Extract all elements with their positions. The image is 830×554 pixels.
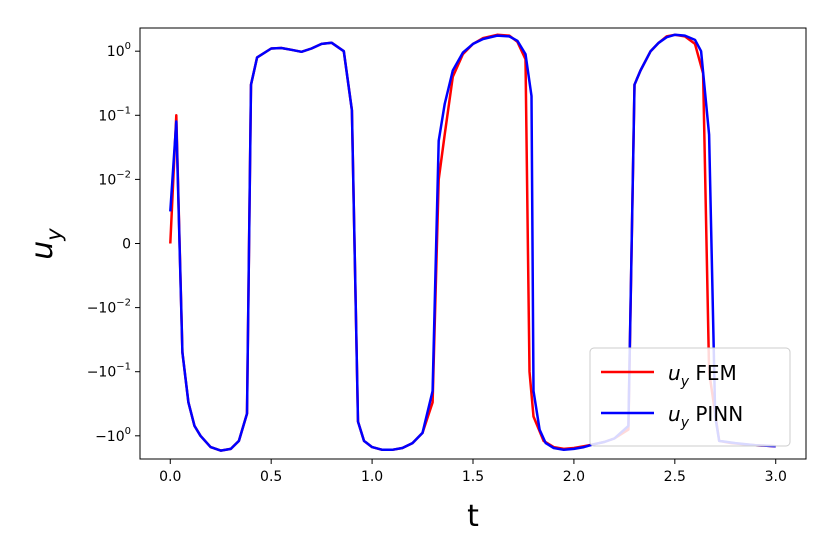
lines-layer [169, 33, 776, 452]
legend-label-pinn: uy PINN [668, 402, 743, 431]
x-tick-label: 0.5 [260, 469, 282, 485]
y-axis-label: uy [25, 228, 66, 260]
y-tick-label: −100 [95, 426, 131, 445]
y-ticks: 100 10−1 10−2 0 −10−2 −10−1 −100 [87, 41, 140, 445]
y-tick-label: −10−1 [87, 362, 131, 381]
x-axis-label: t [467, 499, 479, 534]
legend: uy FEM uy PINN [589, 347, 791, 447]
y-tick-label: 100 [107, 41, 131, 60]
plot-area [139, 27, 807, 460]
legend-label-fem: uy FEM [668, 361, 737, 390]
x-tick-label: 2.0 [563, 469, 585, 485]
x-tick-label: 0.0 [159, 469, 181, 485]
y-tick-label: 0 [122, 237, 131, 253]
x-tick-label: 3.0 [765, 469, 787, 485]
x-tick-label: 1.0 [361, 469, 383, 485]
x-tick-label: 2.5 [664, 469, 686, 485]
y-tick-label: 10−2 [98, 169, 131, 188]
y-tick-label: −10−2 [87, 298, 131, 317]
x-ticks: 0.0 0.5 1.0 1.5 2.0 2.5 3.0 [159, 459, 787, 485]
y-tick-label: 10−1 [98, 105, 131, 124]
x-tick-label: 1.5 [462, 469, 484, 485]
series-line-pinn [169, 33, 776, 452]
